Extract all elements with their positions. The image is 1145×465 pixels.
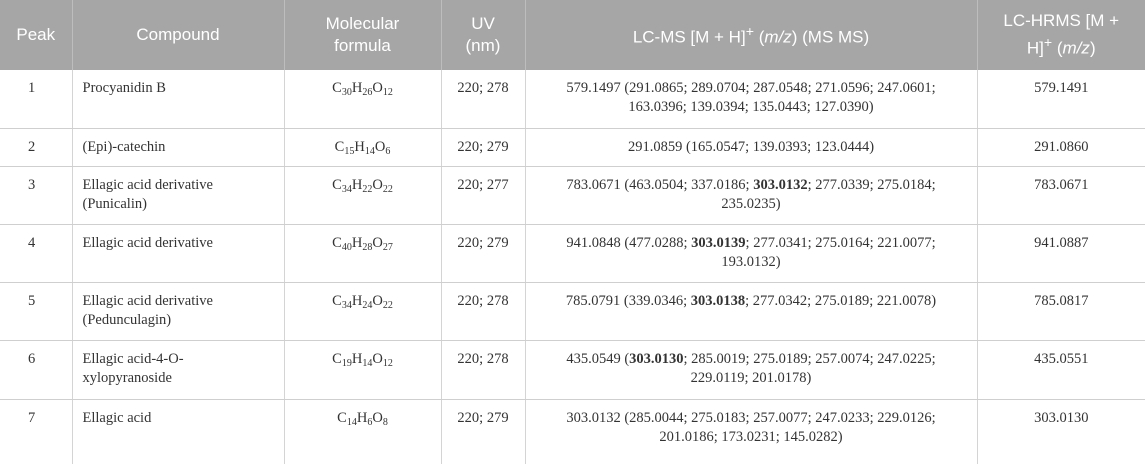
uv-cell: 220; 279	[440, 399, 525, 464]
table-row: 4 Ellagic acid derivative C40H28O27 220;…	[0, 224, 1145, 283]
formula-cell: C14H6O8	[283, 399, 441, 464]
hrms-cell: 579.1491	[976, 70, 1145, 129]
lcms-cell: 291.0859 (165.0547; 139.0393; 123.0444)	[524, 128, 977, 167]
formula-cell: C34H22O22	[283, 166, 441, 225]
peak-cell: 7	[28, 409, 36, 426]
table-row: 6 Ellagic acid-4-O-xylopyranoside C19H14…	[0, 340, 1145, 400]
compound-cell: Ellagic acid	[71, 399, 284, 464]
peak-cell: 4	[0, 224, 72, 283]
table-row: 5 Ellagic acid derivative (Pedunculagin) …	[0, 282, 1145, 341]
formula-cell: C34H24O22	[283, 282, 441, 341]
table-row: 2 (Epi)-catechin C15H14O6 220; 279 291.0…	[0, 128, 1145, 167]
header-formula: Molecular formula	[283, 0, 441, 70]
formula-cell: C40H28O27	[283, 224, 441, 283]
compound-cell: Ellagic acid-4-O-xylopyranoside	[71, 340, 284, 400]
table-row: 1 Procyanidin B C30H26O12 220; 278 579.1…	[0, 70, 1145, 129]
lcms-cell: 303.0132 (285.0044; 275.0183; 257.0077; …	[524, 399, 977, 464]
header-uv: UV (nm)	[440, 0, 525, 70]
header-compound: Compound	[71, 0, 284, 70]
hrms-cell: 291.0860	[976, 128, 1145, 167]
hrms-cell: 783.0671	[976, 166, 1145, 225]
table-row: 7 Ellagic acid C14H6O8 220; 279 303.0132…	[0, 399, 1145, 464]
peak-cell: 6	[0, 340, 72, 400]
uv-cell: 220; 277	[440, 166, 525, 225]
uv-cell: 220; 278	[440, 282, 525, 341]
hrms-cell: 435.0551	[976, 340, 1145, 400]
compound-cell: Ellagic acid derivative (Pedunculagin)	[71, 282, 284, 341]
table-header: Peak Compound Molecular formula UV (nm) LC…	[0, 0, 1145, 70]
uv-cell: 220; 278	[440, 340, 525, 400]
table-row: 3 Ellagic acid derivative (Punicalin) C34…	[0, 166, 1145, 225]
peak-cell: 5	[0, 282, 72, 341]
hrms-cell: 941.0887	[976, 224, 1145, 283]
lcms-cell: 435.0549 (303.0130; 285.0019; 275.0189; …	[524, 340, 977, 400]
formula-cell: C15H14O6	[283, 128, 441, 167]
lcms-cell: 579.1497 (291.0865; 289.0704; 287.0548; …	[524, 70, 977, 129]
header-peak: Peak	[0, 0, 72, 70]
compound-cell: (Epi)-catechin	[71, 128, 284, 167]
lcms-cell: 785.0791 (339.0346; 303.0138; 277.0342; …	[524, 282, 977, 341]
uv-cell: 220; 279	[440, 128, 525, 167]
hrms-cell: 303.0130	[976, 399, 1145, 464]
formula-cell: C19H14O12	[283, 340, 441, 400]
peak-cell: 1	[0, 70, 72, 129]
compound-cell: Ellagic acid derivative	[71, 224, 284, 283]
header-lcms: LC-MS [M + H]+ (m/z) (MS MS)	[524, 0, 977, 70]
uv-cell: 220; 278	[440, 70, 525, 129]
peak-cell: 2	[0, 128, 72, 167]
lcms-cell: 941.0848 (477.0288; 303.0139; 277.0341; …	[524, 224, 977, 283]
formula-cell: C30H26O12	[283, 70, 441, 129]
hrms-cell: 785.0817	[976, 282, 1145, 341]
lcms-cell: 783.0671 (463.0504; 337.0186; 303.0132; …	[524, 166, 977, 225]
compound-cell: Procyanidin B	[71, 70, 284, 129]
header-hrms: LC-HRMS [M + H]+ (m/z)	[976, 0, 1145, 70]
peak-cell: 3	[0, 166, 72, 225]
uv-cell: 220; 279	[440, 224, 525, 283]
compound-cell: Ellagic acid derivative (Punicalin)	[71, 166, 284, 225]
